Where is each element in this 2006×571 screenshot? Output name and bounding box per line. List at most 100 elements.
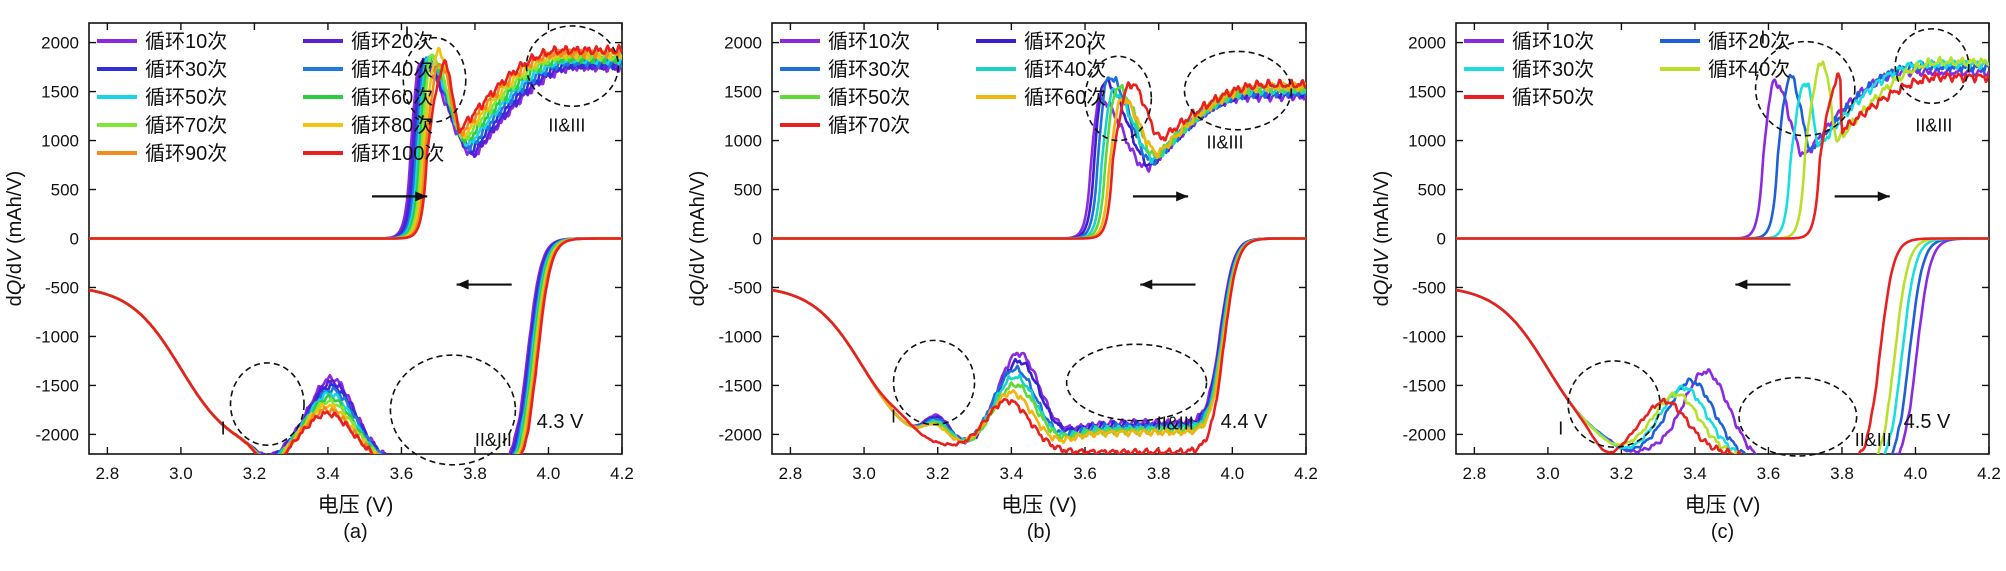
region-annotation: I <box>891 407 896 427</box>
discharge-line <box>1456 237 1989 454</box>
y-axis-label: dQ/dV (mAh/V) <box>1371 171 1393 307</box>
legend-label: 循环70次 <box>828 114 910 137</box>
y-axis-label-part: Q <box>687 280 709 296</box>
y-axis-label-part: /d <box>4 263 26 280</box>
y-tick-label: 500 <box>51 181 79 200</box>
y-tick-label: -1500 <box>36 376 79 395</box>
charge-line <box>1456 72 1989 240</box>
y-tick-label: 2000 <box>1408 34 1446 53</box>
voltage-label: 4.3 V <box>537 411 584 433</box>
highlight-circle <box>402 36 467 123</box>
legend-label: 循环40次 <box>351 58 433 81</box>
x-tick-label: 3.2 <box>243 464 267 483</box>
x-tick-label: 4.0 <box>1221 464 1245 483</box>
y-tick-label: 500 <box>734 181 762 200</box>
legend-label: 循环50次 <box>828 86 910 109</box>
y-axis-label-part: Q <box>4 280 26 296</box>
y-axis-label-part: (mAh/V) <box>4 171 26 250</box>
x-tick-label: 3.4 <box>1000 464 1024 483</box>
y-tick-label: -2000 <box>36 425 79 444</box>
legend-label: 循环70次 <box>145 114 227 137</box>
legend-label: 循环30次 <box>1512 58 1594 81</box>
series-lines <box>1456 55 1989 454</box>
direction-arrow-head <box>456 279 469 290</box>
legend-label: 循环10次 <box>1512 30 1594 53</box>
y-tick-label: 1000 <box>41 132 79 151</box>
x-tick-label: 4.0 <box>537 464 561 483</box>
x-tick-label: 3.2 <box>926 464 950 483</box>
x-tick-label: 3.0 <box>852 464 876 483</box>
x-tick-label: 2.8 <box>1463 464 1487 483</box>
direction-arrow-head <box>1140 279 1153 290</box>
voltage-label: 4.4 V <box>1221 411 1268 433</box>
region-annotation: II&III <box>475 430 512 450</box>
y-tick-label: 2000 <box>41 34 79 53</box>
region-annotation: II&III <box>548 116 585 136</box>
y-axis-label-part: /d <box>687 263 709 280</box>
legend-label: 循环100次 <box>351 142 444 165</box>
y-tick-label: -1000 <box>1403 327 1446 346</box>
charge-line <box>89 43 622 240</box>
highlight-circle <box>525 25 620 108</box>
y-axis-label-part: d <box>687 295 709 306</box>
highlight-circle <box>892 339 976 426</box>
x-tick-label: 3.8 <box>1147 464 1171 483</box>
highlight-circle <box>1738 376 1858 457</box>
legend-label: 循环60次 <box>1024 86 1106 109</box>
y-tick-label: -500 <box>45 278 79 297</box>
legend-label: 循环20次 <box>351 30 433 53</box>
x-tick-label: 2.8 <box>779 464 803 483</box>
x-tick-label: 3.6 <box>390 464 414 483</box>
highlight-circle <box>1084 55 1153 142</box>
legend-label: 循环10次 <box>828 30 910 53</box>
x-tick-label: 3.8 <box>463 464 487 483</box>
x-tick-label: 3.4 <box>1683 464 1707 483</box>
region-annotation: I <box>1558 418 1563 438</box>
y-tick-label: -500 <box>728 278 762 297</box>
highlight-circle <box>229 362 305 446</box>
x-axis-label: 电压 (V) <box>318 494 394 517</box>
y-tick-label: 0 <box>1437 230 1446 249</box>
panel-label: (b) <box>1027 521 1051 543</box>
y-tick-label: -2000 <box>1403 425 1446 444</box>
x-tick-label: 3.4 <box>316 464 340 483</box>
x-tick-label: 3.0 <box>169 464 193 483</box>
x-tick-label: 3.6 <box>1073 464 1097 483</box>
y-axis-label-part: d <box>1371 295 1393 306</box>
y-tick-label: 1500 <box>1408 83 1446 102</box>
y-axis-label-part: Q <box>1371 280 1393 296</box>
y-axis-label-part: (mAh/V) <box>687 171 709 250</box>
legend-label: 循环20次 <box>1024 30 1106 53</box>
y-tick-label: 2000 <box>724 34 762 53</box>
charge-line <box>772 78 1306 240</box>
voltage-label: 4.5 V <box>1904 411 1951 433</box>
direction-arrow-head <box>1877 191 1890 202</box>
y-axis-label-part: (mAh/V) <box>1371 171 1393 250</box>
direction-arrow-head <box>415 191 428 202</box>
legend-label: 循环90次 <box>145 142 227 165</box>
y-axis-label-part: d <box>4 295 26 306</box>
legend-label: 循环40次 <box>1708 58 1790 81</box>
panels: -2000 -1500 -1000 -500 0 500 1000 1500 2000 2.8 3.… <box>4 22 2001 543</box>
y-tick-label: 0 <box>70 230 79 249</box>
y-axis-label: dQ/dV (mAh/V) <box>687 171 709 307</box>
y-axis-label-part: V <box>4 248 26 263</box>
region-annotation: I <box>1087 38 1092 58</box>
legend-label: 循环40次 <box>1024 58 1106 81</box>
region-annotation: I <box>404 24 409 44</box>
highlight-circle <box>1065 343 1208 422</box>
panel-label: (a) <box>343 521 367 543</box>
region-annotation: II&III <box>1915 116 1952 136</box>
y-tick-label: 1500 <box>41 83 79 102</box>
x-tick-label: 3.8 <box>1830 464 1854 483</box>
discharge-line <box>89 237 622 454</box>
discharge-line <box>772 237 1306 454</box>
highlight-circle <box>1567 360 1661 448</box>
y-tick-label: -1000 <box>36 327 79 346</box>
y-tick-label: 1500 <box>724 83 762 102</box>
highlight-circle <box>1894 28 1970 105</box>
